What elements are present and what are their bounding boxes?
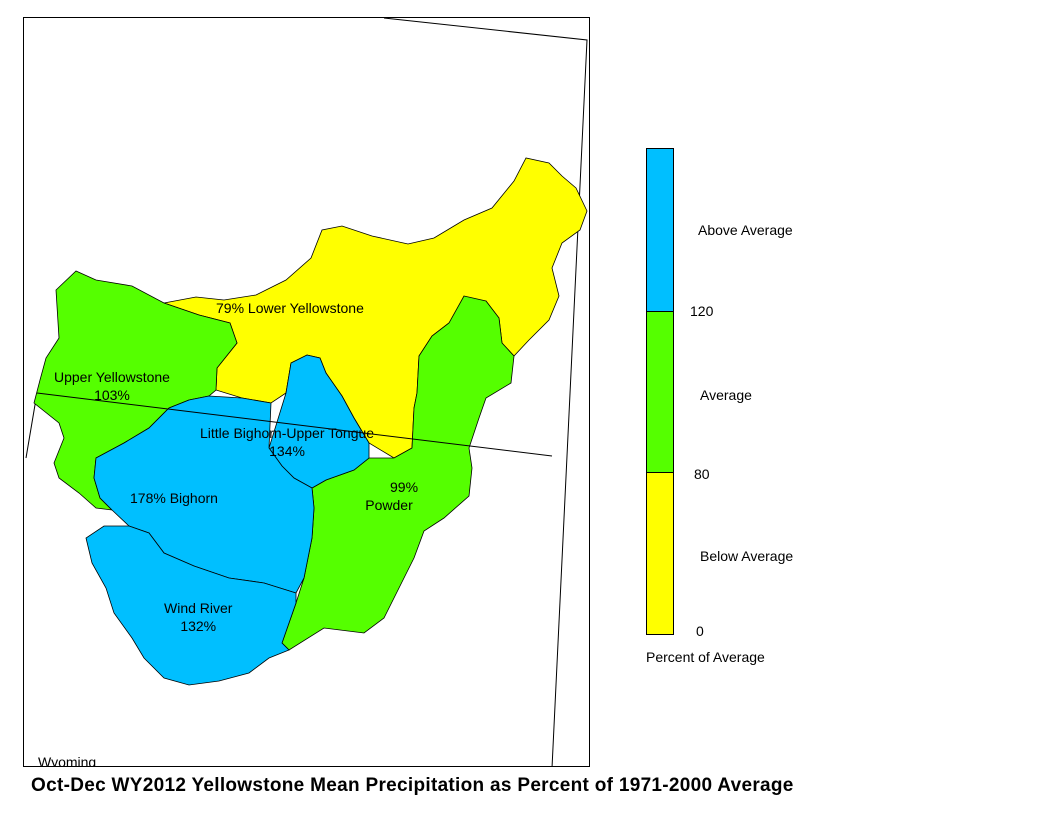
label-upper-yellowstone: Upper Yellowstone 103% <box>54 368 170 404</box>
label-wind-river: Wind River 132% <box>164 599 232 635</box>
legend-label-average: Average <box>700 387 752 403</box>
state-boundary <box>383 18 588 766</box>
legend-swatch-above <box>647 149 673 311</box>
legend-title: Percent of Average <box>646 649 765 665</box>
legend-bar <box>646 148 674 635</box>
legend-label-below: Below Average <box>700 548 794 564</box>
basin-name: Upper Yellowstone <box>54 369 170 385</box>
basin-map <box>25 18 588 766</box>
state-boundary <box>36 392 553 457</box>
legend-swatch-average <box>647 311 673 473</box>
label-little-bighorn: Little Bighorn-Upper Tongue 134% <box>200 424 374 460</box>
label-powder: 99% Powder <box>360 478 418 514</box>
state-label: Wyoming <box>38 754 97 767</box>
basin-name: Wind River <box>164 600 233 616</box>
legend-swatch-below <box>647 473 673 634</box>
legend-break-120: 120 <box>690 303 714 319</box>
basin-value: 134% <box>269 443 305 459</box>
map-caption: Oct-Dec WY2012 Yellowstone Mean Precipit… <box>31 775 794 796</box>
basin-name: Little Bighorn-Upper Tongue <box>200 425 375 441</box>
map-frame: 79% Lower Yellowstone Upper Yellowstone … <box>23 17 590 767</box>
legend-break-0: 0 <box>696 623 704 639</box>
basin-name: Powder <box>365 497 413 513</box>
label-bighorn: 178% Bighorn <box>130 490 218 506</box>
label-lower-yellowstone: 79% Lower Yellowstone <box>216 300 364 316</box>
basin-value: 99% <box>390 479 419 495</box>
basin-value: 103% <box>94 387 130 403</box>
legend-break-80: 80 <box>694 466 710 482</box>
basin-value: 132% <box>180 618 217 634</box>
legend-label-above: Above Average <box>698 222 793 238</box>
basin-wind-river[interactable] <box>85 525 297 686</box>
